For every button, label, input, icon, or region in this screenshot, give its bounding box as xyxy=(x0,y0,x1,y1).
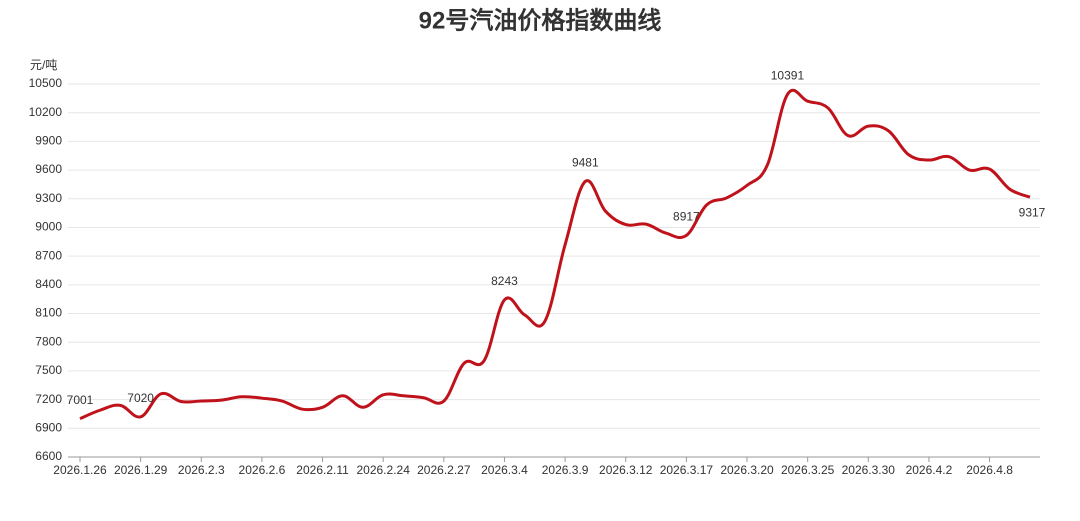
data-label: 10391 xyxy=(771,69,805,83)
y-tick-label: 9000 xyxy=(35,220,62,234)
data-label: 8243 xyxy=(491,274,518,288)
line xyxy=(79,88,1031,421)
x-tick-label: 2026.2.24 xyxy=(356,463,410,477)
y-tick-label: 6600 xyxy=(35,449,62,463)
y-tick-label: 10200 xyxy=(29,105,63,119)
y-tick-label: 7500 xyxy=(35,363,62,377)
x-tick-label: 2026.3.4 xyxy=(481,463,528,477)
x-tick-label: 2026.3.12 xyxy=(599,463,653,477)
y-tick-label: 9300 xyxy=(35,191,62,205)
data-label: 9317 xyxy=(1019,205,1046,219)
y-tick-label: 9900 xyxy=(35,134,62,148)
x-tick-label: 2026.3.17 xyxy=(660,463,714,477)
data-label: 7001 xyxy=(67,393,94,407)
y-tick-label: 10500 xyxy=(29,76,63,90)
data-label: 8917 xyxy=(673,210,700,224)
x-tick-label: 2026.1.29 xyxy=(114,463,168,477)
x-tick-label: 2026.2.11 xyxy=(296,463,349,477)
data-label: 7020 xyxy=(127,391,154,405)
y-tick-label: 8100 xyxy=(35,306,62,320)
x-tick-label: 2026.4.2 xyxy=(906,463,953,477)
y-tick-label: 8700 xyxy=(35,248,62,262)
x-tick-label: 2026.3.30 xyxy=(842,463,896,477)
x-tick-label: 2026.2.27 xyxy=(417,463,471,477)
x-tick-label: 2026.2.6 xyxy=(239,463,286,477)
y-tick-label: 6900 xyxy=(35,420,62,434)
x-tick-label: 2026.3.9 xyxy=(542,463,589,477)
x-tick-label: 2026.4.8 xyxy=(966,463,1013,477)
y-tick-label: 7800 xyxy=(35,334,62,348)
x-tick-label: 2026.3.20 xyxy=(720,463,774,477)
y-tick-label: 8400 xyxy=(35,277,62,291)
x-tick-label: 2026.1.26 xyxy=(53,463,107,477)
data-label: 9481 xyxy=(572,156,599,170)
x-tick-label: 2026.2.3 xyxy=(178,463,225,477)
y-tick-label: 9600 xyxy=(35,162,62,176)
y-axis-label: 元/吨 xyxy=(30,58,57,72)
x-tick-label: 2026.3.25 xyxy=(781,463,835,477)
y-tick-label: 7200 xyxy=(35,392,62,406)
chart-title: 92号汽油价格指数曲线 xyxy=(419,6,662,34)
